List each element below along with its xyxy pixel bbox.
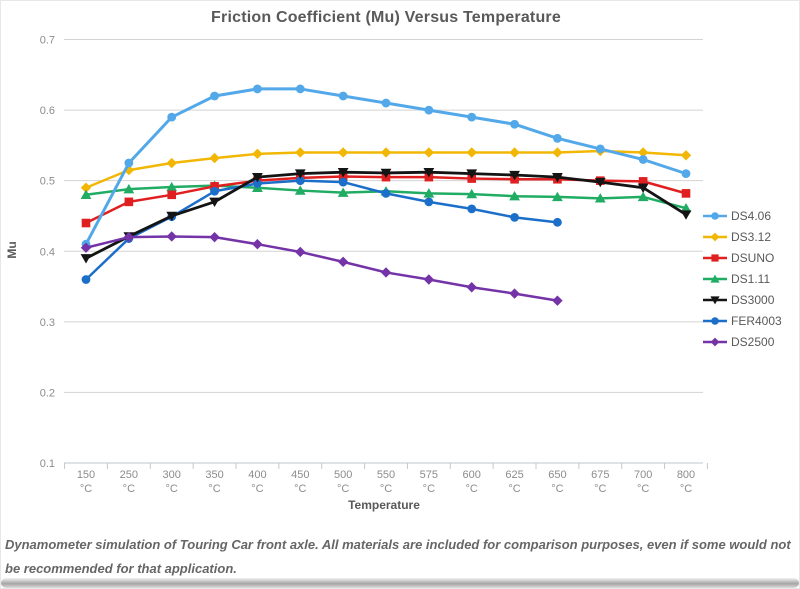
x-tick-label: 550 [377,469,395,481]
y-axis-tick-labels: 0.1 0.2 0.3 0.4 0.5 0.6 0.7 [40,35,55,470]
legend-item-DS1.11: DS1.11 [703,268,782,289]
legend-item-FER4003: FER4003 [703,310,782,331]
legend-marker-FER4003 [703,316,727,325]
legend-label: DSUNO [731,250,775,265]
y-tick-label: 0.3 [40,317,55,329]
legend-marker-DS1.11 [703,274,727,283]
chart-footnote: Dynamometer simulation of Touring Car fr… [5,537,791,576]
x-axis-ticks [64,463,708,469]
y-tick-label: 0.1 [40,458,55,470]
x-tick-unit: °C [508,483,520,495]
x-tick-label: 800 [677,469,695,481]
x-tick-unit: °C [637,483,649,495]
x-tick-unit: °C [337,483,349,495]
x-tick-unit: °C [380,483,392,495]
legend-item-DS3000: DS3000 [703,289,782,310]
x-tick-unit: °C [423,483,435,495]
legend-label: FER4003 [731,313,782,328]
legend-label: DS3.12 [731,229,772,244]
x-tick-label: 600 [463,469,481,481]
legend-marker-DS4.06 [703,211,727,220]
series-DS3.12 [80,145,692,193]
x-axis-title: Temperature [348,498,420,512]
legend-item-DS4.06: DS4.06 [703,205,782,226]
x-tick-unit: °C [294,483,306,495]
x-tick-label: 400 [248,469,266,481]
legend-item-DS3.12: DS3.12 [703,226,782,247]
legend-label: DS2500 [731,334,775,349]
legend-label: DS1.11 [731,271,771,286]
x-axis-tick-labels: 150 °C 250 °C 300 °C 350 °C 400 °C 450 °C 500 °C 550 °C… [77,469,695,495]
x-tick-label: 450 [291,469,309,481]
x-tick-unit: °C [80,483,92,495]
x-tick-label: 675 [591,469,609,481]
x-tick-unit: °C [251,483,263,495]
y-tick-label: 0.6 [40,105,55,117]
bottom-divider-bar [1,578,799,588]
series-DS3000 [80,168,692,264]
x-tick-unit: °C [208,483,220,495]
legend-marker-DS2500 [703,337,727,346]
y-tick-label: 0.5 [40,176,55,188]
x-tick-label: 625 [505,469,523,481]
y-tick-label: 0.4 [40,246,55,258]
x-tick-label: 700 [634,469,652,481]
x-tick-label: 575 [420,469,438,481]
x-tick-unit: °C [594,483,606,495]
chart-title: Friction Coefficient (Mu) Versus Tempera… [211,9,561,26]
x-tick-label: 350 [205,469,223,481]
series-DS2500 [80,231,563,306]
x-tick-unit: °C [123,483,135,495]
legend-marker-DSUNO [703,253,727,262]
chart-legend: DS4.06 DS3.12 DSUNO DS1.11 DS3000 FER4003 DS25… [703,205,782,352]
chart-plot: 0.1 0.2 0.3 0.4 0.5 0.6 0.7 150 °C 250 °C 300 °C 350 °… [40,35,708,495]
x-tick-label: 500 [334,469,352,481]
legend-label: DS3000 [731,292,775,307]
y-tick-label: 0.7 [40,35,55,47]
legend-marker-DS3.12 [703,232,727,241]
legend-label: DS4.06 [731,208,772,223]
x-tick-unit: °C [551,483,563,495]
x-tick-unit: °C [680,483,692,495]
x-tick-label: 150 [77,469,95,481]
x-tick-unit: °C [166,483,178,495]
y-tick-label: 0.2 [40,387,55,399]
legend-item-DSUNO: DSUNO [703,247,782,268]
x-tick-label: 300 [163,469,181,481]
x-tick-unit: °C [466,483,478,495]
legend-item-DS2500: DS2500 [703,331,782,352]
series-DS4.06 [81,84,691,249]
legend-marker-DS3000 [703,295,727,304]
x-tick-label: 250 [120,469,138,481]
x-tick-label: 650 [548,469,566,481]
